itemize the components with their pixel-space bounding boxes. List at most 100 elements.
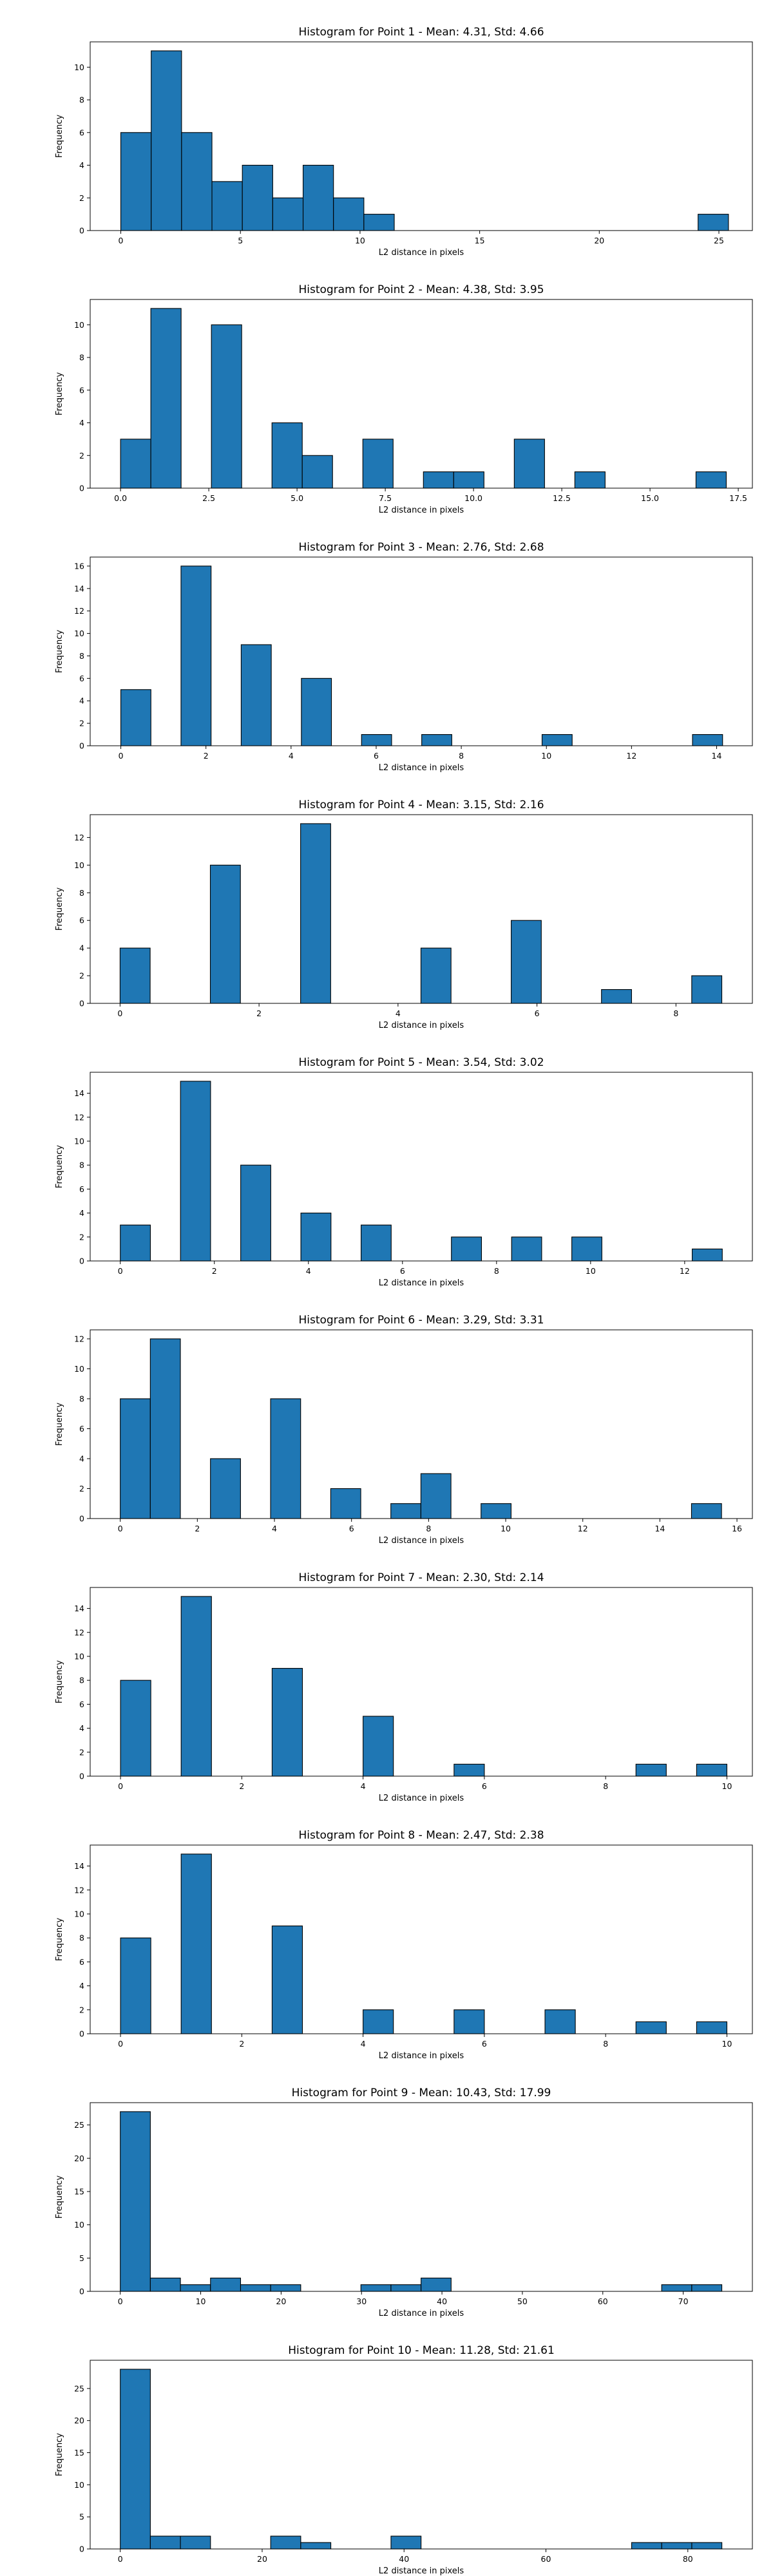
x-tick-label: 20 (257, 2554, 267, 2564)
x-tick-label: 50 (517, 2297, 528, 2306)
histogram-bar (511, 920, 542, 1004)
x-tick-label: 10 (541, 751, 551, 761)
y-tick-label: 5 (79, 2253, 84, 2263)
x-axis-label: L2 distance in pixels (379, 506, 464, 515)
histogram-bar (360, 1224, 392, 1262)
x-tick-label: 40 (399, 2554, 409, 2564)
axes-frame (90, 299, 753, 489)
x-tick-label: 7.5 (379, 493, 392, 503)
histogram-bar (363, 1716, 394, 1777)
x-tick-label: 6 (400, 1266, 405, 1276)
y-axis-label: Frequency (55, 115, 64, 158)
histogram-bar (330, 1488, 361, 1519)
histogram-bar (420, 1473, 452, 1519)
y-axis-label: Frequency (55, 630, 64, 673)
bars-group (120, 1081, 723, 1262)
axes-frame (90, 41, 753, 231)
y-tick-label: 12 (74, 1885, 84, 1895)
histogram-bar (453, 2009, 485, 2034)
histogram-bar (270, 2284, 301, 2292)
histogram-bar (149, 2535, 181, 2550)
x-tick-label: 0 (117, 1009, 122, 1018)
y-tick-label: 6 (79, 1957, 84, 1967)
chart-title: Histogram for Point 6 - Mean: 3.29, Std:… (298, 1314, 544, 1327)
y-tick-label: 0 (79, 999, 84, 1009)
y-tick-label: 8 (79, 1160, 84, 1170)
x-axis-label: L2 distance in pixels (379, 1794, 464, 1803)
y-tick-label: 14 (74, 1088, 84, 1098)
x-tick-label: 12 (578, 1524, 588, 1533)
histogram-bar (453, 471, 484, 489)
y-tick-label: 2 (79, 1747, 84, 1757)
y-tick-label: 8 (79, 1933, 84, 1943)
histogram-bar (544, 2009, 576, 2034)
chart-panel-4: Histogram for Point 4 - Mean: 3.15, Std:… (55, 799, 753, 1030)
histogram-bar (180, 1081, 211, 1262)
x-tick-label: 10 (722, 1781, 732, 1791)
x-tick-label: 5 (238, 236, 243, 245)
histogram-bar (120, 439, 151, 489)
x-tick-label: 60 (598, 2297, 608, 2306)
chart-title: Histogram for Point 3 - Mean: 2.76, Std:… (298, 541, 544, 554)
histogram-bar (210, 1458, 241, 1519)
x-tick-label: 4 (289, 751, 294, 761)
histogram-bar (270, 2535, 301, 2550)
x-tick-label: 2 (212, 1266, 217, 1276)
histogram-bar (481, 1503, 511, 1519)
y-tick-label: 12 (74, 1112, 84, 1122)
axes-frame (90, 2102, 753, 2292)
histogram-bar (695, 471, 727, 489)
y-tick-label: 4 (79, 1723, 84, 1733)
histogram-bar (361, 734, 392, 746)
x-tick-label: 6 (482, 1781, 487, 1791)
x-tick-label: 12 (680, 1266, 690, 1276)
x-axis-label: L2 distance in pixels (379, 2051, 464, 2061)
chart-panel-7: Histogram for Point 7 - Mean: 2.30, Std:… (55, 1571, 753, 1803)
histogram-bar (120, 689, 151, 746)
x-tick-label: 2 (204, 751, 209, 761)
histogram-bar (333, 197, 365, 231)
y-tick-label: 0 (79, 484, 84, 493)
histogram-bar (210, 2277, 242, 2292)
x-axis-label: L2 distance in pixels (379, 1021, 464, 1030)
x-tick-label: 20 (594, 236, 604, 245)
y-tick-label: 0 (79, 2029, 84, 2039)
x-tick-label: 4 (361, 1781, 366, 1791)
y-tick-label: 2 (79, 1232, 84, 1242)
y-tick-label: 10 (74, 860, 84, 870)
x-tick-label: 2 (239, 1781, 244, 1791)
y-tick-label: 10 (74, 2220, 84, 2230)
y-tick-label: 2 (79, 2005, 84, 2014)
x-tick-label: 2 (256, 1009, 262, 1018)
y-tick-label: 0 (79, 741, 84, 751)
x-tick-label: 16 (732, 1524, 742, 1533)
x-tick-label: 0 (119, 236, 124, 245)
histogram-bar (120, 1398, 151, 1519)
chart-panel-1: Histogram for Point 1 - Mean: 4.31, Std:… (55, 26, 753, 258)
y-axis-label: Frequency (55, 1918, 64, 1961)
y-tick-label: 20 (74, 2154, 84, 2163)
x-tick-label: 10 (196, 2297, 206, 2306)
y-tick-label: 14 (74, 583, 84, 593)
histogram-bar (696, 1763, 728, 1777)
x-tick-label: 8 (673, 1009, 678, 1018)
histogram-bar (119, 947, 151, 1004)
y-tick-label: 25 (74, 2383, 84, 2393)
y-tick-label: 8 (79, 651, 84, 661)
x-tick-label: 8 (459, 751, 464, 761)
histogram-bar (423, 471, 454, 489)
x-tick-label: 12.5 (553, 493, 571, 503)
histogram-bar (360, 2284, 392, 2292)
x-tick-label: 25 (714, 236, 724, 245)
histogram-bar (120, 1680, 151, 1777)
x-tick-label: 0 (118, 1781, 123, 1791)
histogram-bar (363, 2009, 394, 2034)
y-tick-label: 10 (74, 1909, 84, 1918)
x-tick-label: 0 (118, 2554, 123, 2564)
histogram-bar (120, 1937, 151, 2034)
x-tick-label: 2 (195, 1524, 200, 1533)
y-tick-label: 2 (79, 193, 84, 203)
y-tick-label: 2 (79, 451, 84, 460)
histogram-bar (302, 164, 334, 231)
histogram-bar (120, 132, 152, 231)
